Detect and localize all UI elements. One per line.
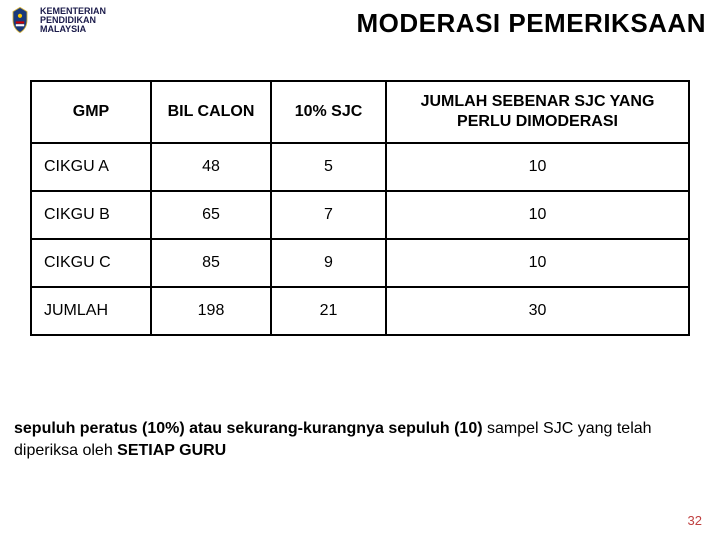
moderation-table-container: GMP BIL CALON 10% SJC JUMLAH SEBENAR SJC…	[30, 80, 690, 336]
col-header-bil-calon: BIL CALON	[151, 81, 271, 143]
footnote: sepuluh peratus (10%) atau sekurang-kura…	[14, 418, 706, 461]
table-row: CIKGU B 65 7 10	[31, 191, 689, 239]
cell-bil-calon: 48	[151, 143, 271, 191]
ministry-logo-block: KEMENTERIAN PENDIDIKAN MALAYSIA	[6, 6, 106, 34]
page-number: 32	[688, 513, 702, 528]
table-body: CIKGU A 48 5 10 CIKGU B 65 7 10 CIKGU C …	[31, 143, 689, 335]
col-header-gmp: GMP	[31, 81, 151, 143]
cell-gmp: JUMLAH	[31, 287, 151, 335]
col-header-10pct-sjc: 10% SJC	[271, 81, 386, 143]
cell-10pct: 5	[271, 143, 386, 191]
cell-bil-calon: 65	[151, 191, 271, 239]
cell-gmp: CIKGU A	[31, 143, 151, 191]
cell-jumlah: 10	[386, 239, 689, 287]
ministry-name-line3: MALAYSIA	[40, 25, 106, 34]
cell-10pct: 21	[271, 287, 386, 335]
cell-10pct: 9	[271, 239, 386, 287]
page-title: MODERASI PEMERIKSAAN	[357, 8, 706, 39]
cell-bil-calon: 85	[151, 239, 271, 287]
crest-icon	[6, 6, 34, 34]
cell-jumlah: 10	[386, 191, 689, 239]
cell-gmp: CIKGU B	[31, 191, 151, 239]
cell-jumlah: 30	[386, 287, 689, 335]
cell-bil-calon: 198	[151, 287, 271, 335]
table-row: CIKGU A 48 5 10	[31, 143, 689, 191]
footnote-bold: SETIAP GURU	[117, 442, 226, 459]
moderation-table: GMP BIL CALON 10% SJC JUMLAH SEBENAR SJC…	[30, 80, 690, 336]
cell-gmp: CIKGU C	[31, 239, 151, 287]
table-header: GMP BIL CALON 10% SJC JUMLAH SEBENAR SJC…	[31, 81, 689, 143]
col-header-jumlah-sebenar: JUMLAH SEBENAR SJC YANG PERLU DIMODERASI	[386, 81, 689, 143]
table-row-total: JUMLAH 198 21 30	[31, 287, 689, 335]
ministry-name: KEMENTERIAN PENDIDIKAN MALAYSIA	[40, 7, 106, 34]
table-row: CIKGU C 85 9 10	[31, 239, 689, 287]
cell-jumlah: 10	[386, 143, 689, 191]
cell-10pct: 7	[271, 191, 386, 239]
footnote-bold: sepuluh peratus (10%) atau sekurang-kura…	[14, 420, 483, 437]
